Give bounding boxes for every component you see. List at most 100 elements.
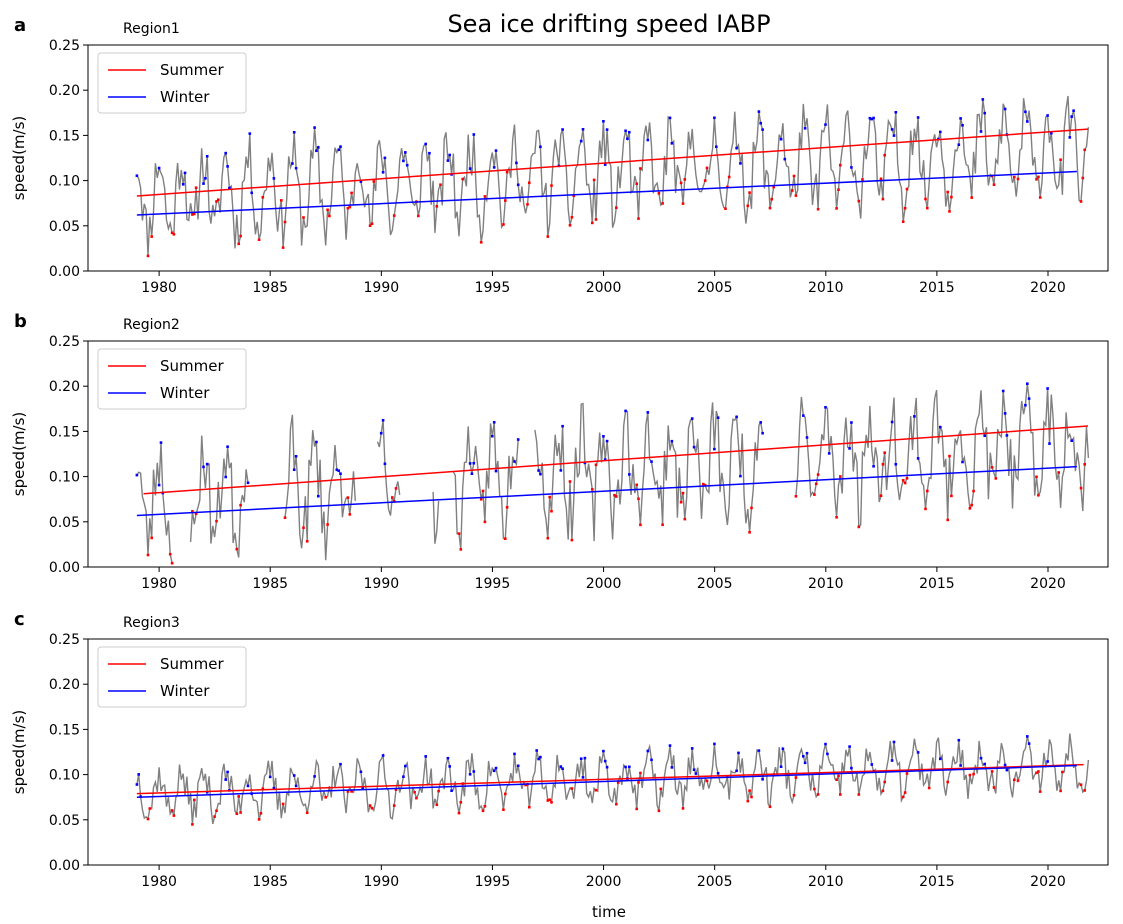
summer-point (926, 206, 929, 210)
axes-frame (87, 44, 1109, 272)
summer-point (681, 491, 685, 495)
x-tick-label: 2020 (1030, 280, 1066, 296)
winter-point (890, 128, 894, 131)
summer-point (550, 801, 553, 804)
x-tick-label: 1980 (141, 874, 177, 890)
x-tick-label: 1985 (252, 874, 288, 890)
winter-point (603, 759, 607, 763)
winter-point (492, 769, 496, 773)
summer-point (283, 220, 287, 224)
y-tick-label: 0.25 (49, 632, 80, 648)
winter-point (979, 756, 983, 760)
summer-point (457, 532, 461, 535)
winter-point (1046, 114, 1049, 117)
winter-point (157, 483, 161, 487)
summer-point (835, 516, 838, 519)
panel-a: a Region1 speed(m/s) 1980 1985 1990 1995 2000 20… (10, 15, 1109, 296)
winter-point (204, 177, 207, 180)
winter-point (250, 191, 253, 195)
winter-point (670, 766, 674, 769)
summer-point (1079, 783, 1083, 786)
summer-point (170, 561, 174, 565)
summer-point (372, 180, 376, 183)
winter-point (650, 460, 653, 463)
summer-point (639, 523, 642, 527)
winter-point (515, 161, 518, 165)
summer-point (883, 780, 886, 784)
winter-point (668, 116, 672, 120)
summer-point (750, 795, 753, 799)
summer-point (194, 186, 198, 189)
winter-point (739, 474, 742, 478)
y-tick-label: 0.20 (49, 379, 80, 395)
winter-point (779, 137, 783, 141)
winter-point (983, 434, 986, 437)
winter-point (690, 417, 694, 420)
summer-point (683, 178, 687, 181)
winter-point (294, 166, 298, 170)
summer-point (168, 552, 172, 556)
panel-letter: c (14, 609, 25, 630)
winter-point (1070, 439, 1073, 442)
summer-point (172, 814, 176, 817)
summer-point (191, 510, 194, 513)
winter-point (424, 755, 427, 758)
winter-point (892, 740, 896, 744)
summer-point (613, 493, 616, 497)
summer-point (326, 208, 329, 212)
summer-point (261, 196, 265, 199)
summer-point (792, 174, 796, 178)
x-tick-label: 1990 (364, 576, 400, 592)
summer-point (616, 781, 620, 784)
summer-point (1037, 175, 1040, 179)
summer-point (146, 817, 150, 821)
summer-point (857, 525, 861, 529)
summer-point (392, 214, 396, 217)
summer-point (615, 495, 618, 498)
summer-point (217, 198, 220, 201)
summer-point (150, 235, 153, 238)
winter-point (805, 436, 809, 439)
axes-frame (87, 340, 1109, 568)
summer-point (524, 783, 527, 787)
summer-point (792, 794, 796, 797)
legend-label-winter: Winter (160, 384, 210, 402)
summer-point (435, 205, 439, 208)
summer-point (683, 517, 687, 521)
summer-point (281, 802, 285, 806)
winter-point (468, 462, 472, 465)
winter-point (1003, 107, 1007, 111)
winter-point (715, 145, 718, 148)
winter-point (183, 171, 187, 175)
winter-point (646, 138, 650, 142)
summer-point (237, 242, 240, 246)
summer-point (1059, 158, 1062, 161)
winter-point (581, 128, 585, 131)
summer-point (839, 163, 842, 167)
summer-point (750, 506, 753, 510)
winter-point (226, 445, 229, 448)
winter-point (957, 143, 961, 146)
summer-point (1035, 771, 1038, 775)
summer-point (794, 495, 798, 498)
summer-point (726, 775, 729, 778)
summer-point (302, 216, 305, 219)
summer-point (990, 770, 994, 773)
summer-point (170, 231, 174, 235)
winter-point (1001, 389, 1005, 393)
winter-point (646, 749, 650, 753)
summer-point (724, 207, 727, 210)
winter-point (472, 133, 476, 136)
summer-point (591, 221, 594, 225)
winter-point (694, 772, 698, 775)
winter-point (916, 116, 920, 119)
summer-point (657, 809, 661, 813)
x-tick-label: 2020 (1030, 874, 1066, 890)
winter-point (716, 416, 720, 419)
winter-point (824, 123, 827, 126)
summer-point (1083, 789, 1086, 792)
y-axis-label: speed(m/s) (10, 710, 28, 795)
summer-point (814, 482, 818, 486)
summer-point (881, 463, 885, 466)
summer-point (901, 795, 905, 799)
